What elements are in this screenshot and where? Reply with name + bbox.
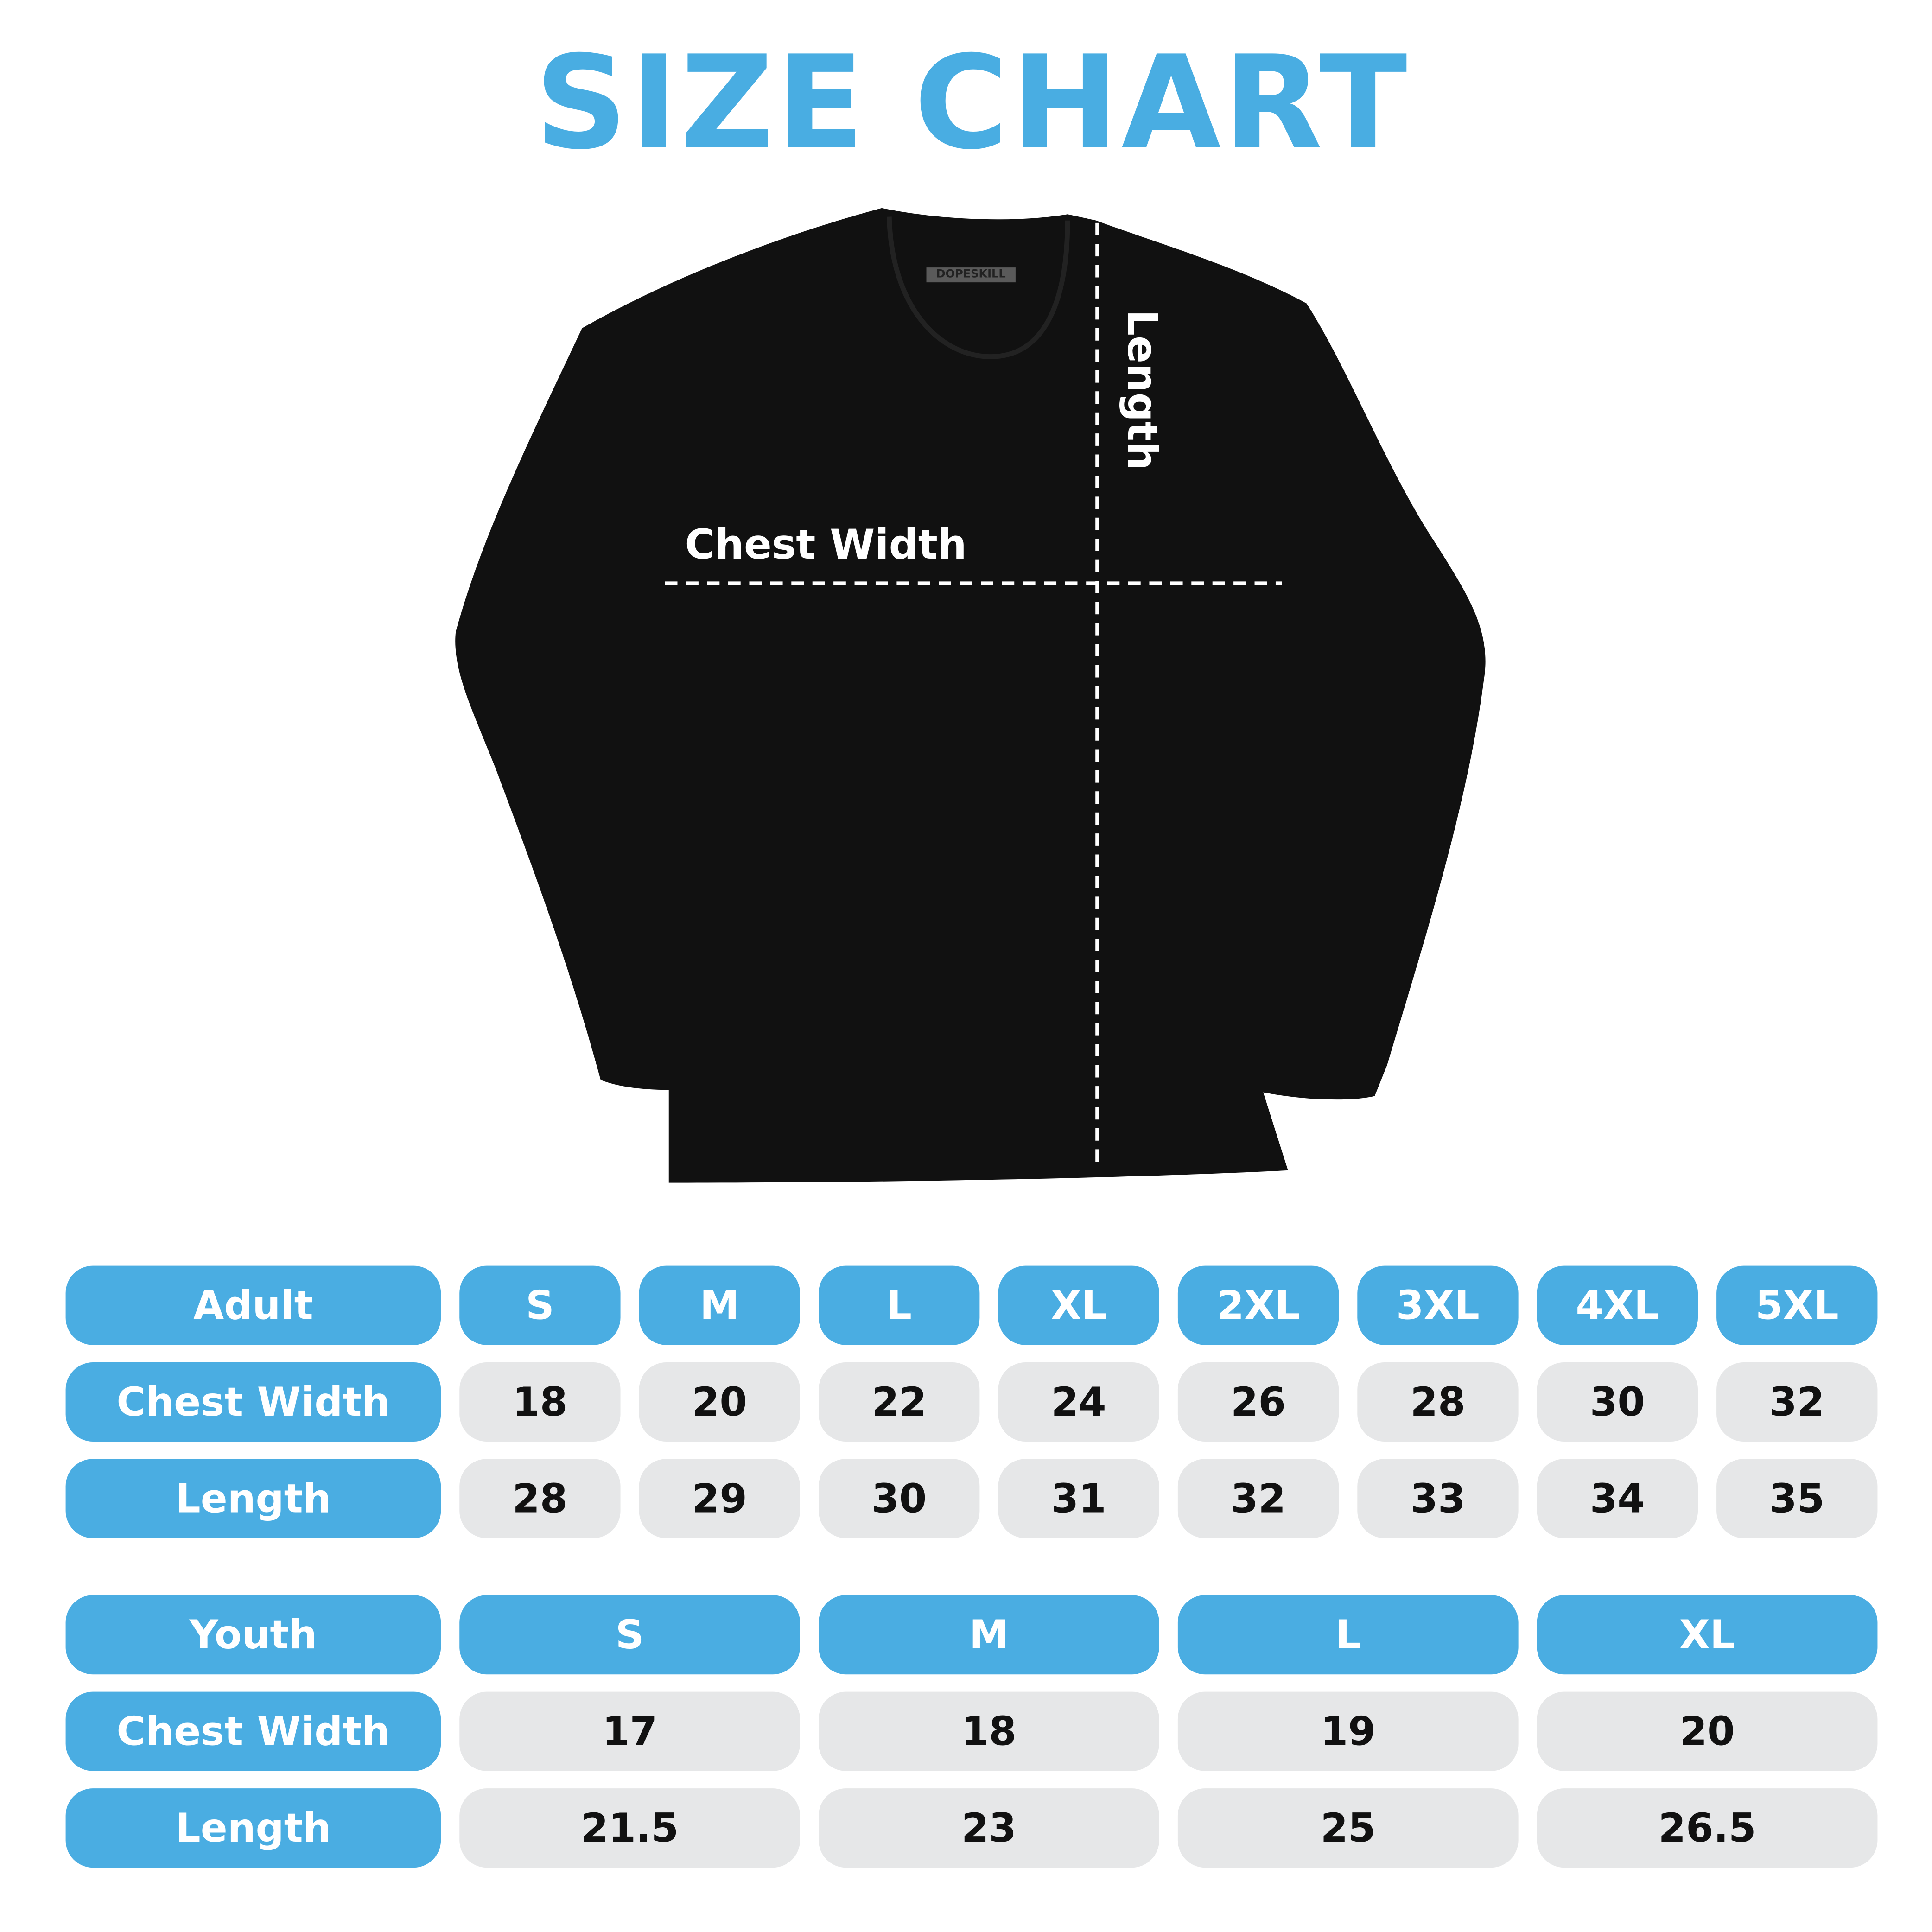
row-label: Chest Width [65, 1691, 441, 1771]
size-value-cell: 18 [459, 1362, 621, 1442]
size-header: XL [998, 1265, 1159, 1345]
size-value-cell: 23 [819, 1788, 1159, 1868]
size-header: S [459, 1265, 621, 1345]
size-value-cell: 22 [819, 1362, 980, 1442]
adult-header-label: Adult [65, 1265, 441, 1345]
size-value-cell: 25 [1177, 1788, 1519, 1868]
size-value-cell: 28 [1357, 1362, 1519, 1442]
size-value-cell: 19 [1177, 1691, 1519, 1771]
brand-tag: DOPESKILL [926, 267, 1016, 283]
size-value-cell: 35 [1716, 1459, 1878, 1538]
row-label: Length [65, 1788, 441, 1868]
row-label: Length [65, 1459, 441, 1538]
size-value-cell: 18 [819, 1691, 1159, 1771]
size-header: M [639, 1265, 800, 1345]
size-header: 5XL [1716, 1265, 1878, 1345]
size-value-cell: 30 [819, 1459, 980, 1538]
size-value-cell: 28 [459, 1459, 621, 1538]
size-header: 4XL [1537, 1265, 1698, 1345]
size-value-cell: 31 [998, 1459, 1159, 1538]
size-value-cell: 24 [998, 1362, 1159, 1442]
youth-header-label: Youth [65, 1595, 441, 1675]
size-value-cell: 20 [1537, 1691, 1878, 1771]
size-value-cell: 32 [1177, 1459, 1339, 1538]
size-value-cell: 33 [1357, 1459, 1519, 1538]
chest-width-label: Chest Width [685, 520, 967, 569]
size-header: XL [1537, 1595, 1878, 1675]
collar [887, 216, 1070, 359]
shirt-image [455, 208, 1486, 1183]
long-sleeve-shirt [455, 208, 1486, 1183]
page-title: SIZE CHART [534, 27, 1410, 178]
size-header: M [819, 1595, 1159, 1675]
size-value-cell: 26 [1177, 1362, 1339, 1442]
size-value-cell: 26.5 [1537, 1788, 1878, 1868]
size-value-cell: 20 [639, 1362, 800, 1442]
size-header: L [1177, 1595, 1519, 1675]
length-label: Length [1118, 309, 1167, 470]
row-label: Chest Width [65, 1362, 441, 1442]
size-value-cell: 30 [1537, 1362, 1698, 1442]
size-header: 3XL [1357, 1265, 1519, 1345]
size-value-cell: 32 [1716, 1362, 1878, 1442]
size-value-cell: 29 [639, 1459, 800, 1538]
size-header: L [819, 1265, 980, 1345]
size-value-cell: 17 [459, 1691, 800, 1771]
size-value-cell: 21.5 [459, 1788, 800, 1868]
size-header: 2XL [1177, 1265, 1339, 1345]
size-header: S [459, 1595, 800, 1675]
size-value-cell: 34 [1537, 1459, 1698, 1538]
